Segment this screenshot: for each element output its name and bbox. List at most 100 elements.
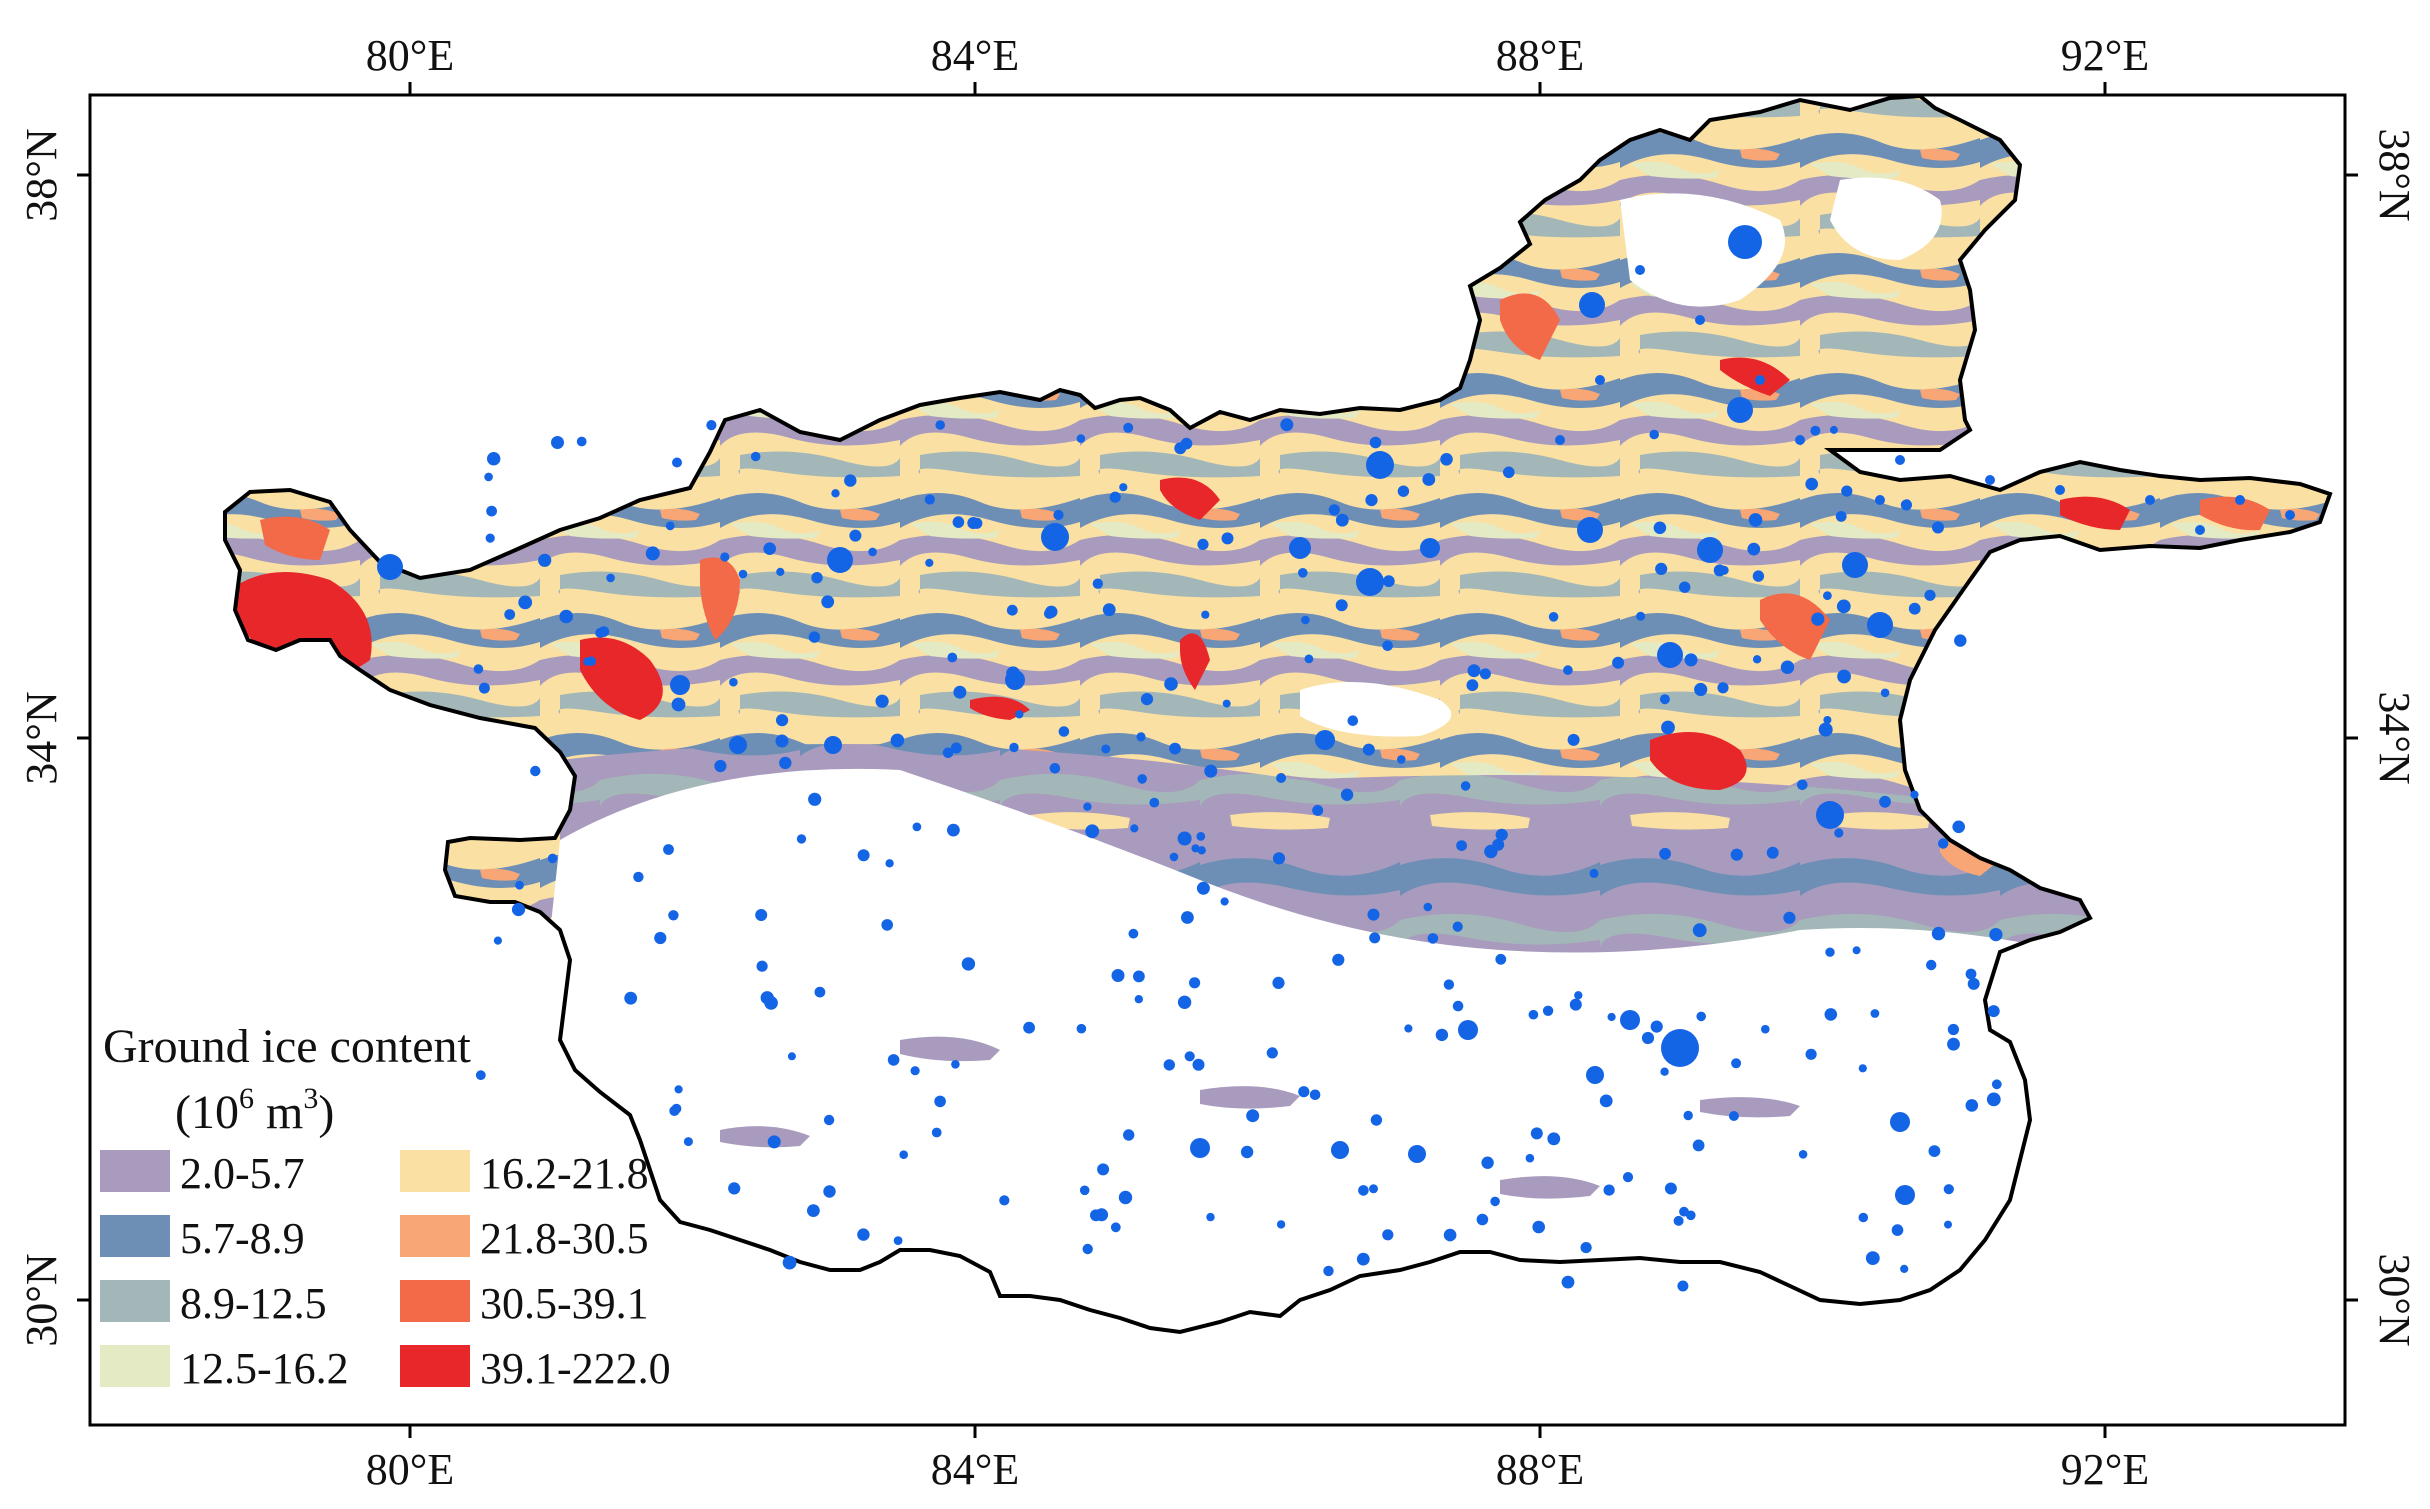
station-point bbox=[1841, 485, 1853, 497]
legend-swatch bbox=[400, 1215, 470, 1257]
map-frame bbox=[88, 93, 2347, 1427]
station-point bbox=[924, 494, 935, 505]
station-point bbox=[1006, 604, 1018, 616]
station-point bbox=[1408, 1145, 1426, 1163]
station-point bbox=[1272, 852, 1286, 865]
station-point bbox=[1677, 1280, 1689, 1292]
station-point bbox=[1006, 666, 1020, 681]
station-point bbox=[511, 902, 526, 917]
station-point bbox=[515, 880, 524, 890]
station-point bbox=[1427, 933, 1439, 944]
station-point bbox=[493, 936, 502, 945]
station-point bbox=[831, 489, 840, 498]
station-point bbox=[868, 547, 877, 557]
legend-swatch bbox=[100, 1150, 170, 1192]
station-point bbox=[1240, 1145, 1254, 1159]
station-point bbox=[1083, 802, 1092, 811]
station-point bbox=[910, 1066, 920, 1076]
station-point bbox=[633, 871, 644, 883]
legend-swatch bbox=[400, 1150, 470, 1192]
station-point bbox=[1766, 846, 1779, 859]
station-point bbox=[1816, 801, 1844, 829]
station-point bbox=[1481, 1156, 1494, 1169]
station-point bbox=[2195, 525, 2205, 535]
station-point bbox=[1123, 422, 1134, 433]
station-point bbox=[844, 474, 857, 487]
station-point bbox=[1372, 575, 1381, 584]
station-point bbox=[504, 609, 516, 620]
station-point bbox=[779, 756, 792, 770]
station-point bbox=[530, 765, 541, 777]
station-point bbox=[1382, 1229, 1394, 1241]
station-point bbox=[1420, 538, 1440, 558]
station-point bbox=[1580, 1242, 1592, 1254]
station-point bbox=[683, 1137, 693, 1147]
station-point bbox=[1085, 824, 1100, 839]
station-points bbox=[377, 225, 2295, 1292]
station-point bbox=[1180, 437, 1193, 450]
station-point bbox=[1340, 788, 1354, 801]
station-point bbox=[1676, 1041, 1690, 1054]
station-point bbox=[1076, 434, 1086, 443]
station-point bbox=[1358, 1185, 1369, 1196]
station-point bbox=[1443, 979, 1455, 990]
station-point bbox=[1852, 946, 1861, 955]
station-point bbox=[1824, 1008, 1838, 1021]
station-point bbox=[654, 931, 667, 945]
station-point bbox=[1111, 969, 1125, 982]
station-point bbox=[1695, 315, 1705, 325]
station-point bbox=[1197, 846, 1206, 855]
station-point bbox=[1567, 733, 1580, 746]
station-point bbox=[1679, 581, 1691, 593]
station-point bbox=[1101, 744, 1111, 754]
station-point bbox=[668, 910, 679, 921]
station-point bbox=[1335, 599, 1348, 612]
station-point bbox=[1858, 1212, 1869, 1223]
legend-label: 16.2-21.8 bbox=[480, 1149, 649, 1198]
station-point bbox=[1118, 1190, 1133, 1205]
station-point bbox=[1490, 1196, 1500, 1207]
station-point bbox=[1952, 820, 1965, 834]
station-point bbox=[1422, 473, 1436, 486]
station-point bbox=[1009, 742, 1019, 753]
station-point bbox=[1053, 509, 1064, 521]
station-point bbox=[808, 631, 821, 643]
station-point bbox=[776, 714, 789, 727]
station-point bbox=[606, 573, 615, 583]
station-point bbox=[672, 457, 682, 468]
station-point bbox=[1928, 1145, 1941, 1157]
station-point bbox=[1133, 970, 1145, 983]
station-point bbox=[1197, 538, 1209, 551]
station-point bbox=[1356, 568, 1384, 596]
station-point bbox=[1542, 1005, 1554, 1016]
station-point bbox=[1298, 568, 1308, 578]
station-point bbox=[1458, 1020, 1478, 1040]
station-point bbox=[1635, 265, 1645, 275]
station-point bbox=[1752, 655, 1762, 664]
station-point bbox=[1650, 1020, 1663, 1033]
station-point bbox=[1503, 466, 1515, 479]
lon-tick-bottom-88: 88°E bbox=[1496, 1445, 1584, 1494]
station-point bbox=[1655, 562, 1668, 576]
station-point bbox=[1696, 1011, 1706, 1022]
station-point bbox=[1192, 1058, 1205, 1071]
station-point bbox=[1924, 589, 1936, 601]
station-point bbox=[1944, 1220, 1952, 1229]
station-point bbox=[1177, 995, 1192, 1009]
station-point bbox=[1900, 499, 1912, 511]
station-point bbox=[1858, 1064, 1867, 1073]
station-point bbox=[1266, 1047, 1278, 1059]
station-point bbox=[1169, 742, 1181, 755]
station-point bbox=[1692, 1139, 1705, 1152]
station-point bbox=[1196, 832, 1206, 841]
station-point bbox=[1335, 513, 1349, 527]
station-point bbox=[1991, 1079, 2002, 1090]
station-point bbox=[1730, 848, 1743, 861]
station-point bbox=[1356, 1252, 1370, 1266]
station-point bbox=[1697, 537, 1723, 563]
station-point bbox=[1818, 722, 1833, 737]
station-point bbox=[1058, 726, 1070, 737]
station-point bbox=[1577, 517, 1603, 543]
station-point bbox=[967, 517, 980, 529]
station-point bbox=[1555, 435, 1565, 445]
